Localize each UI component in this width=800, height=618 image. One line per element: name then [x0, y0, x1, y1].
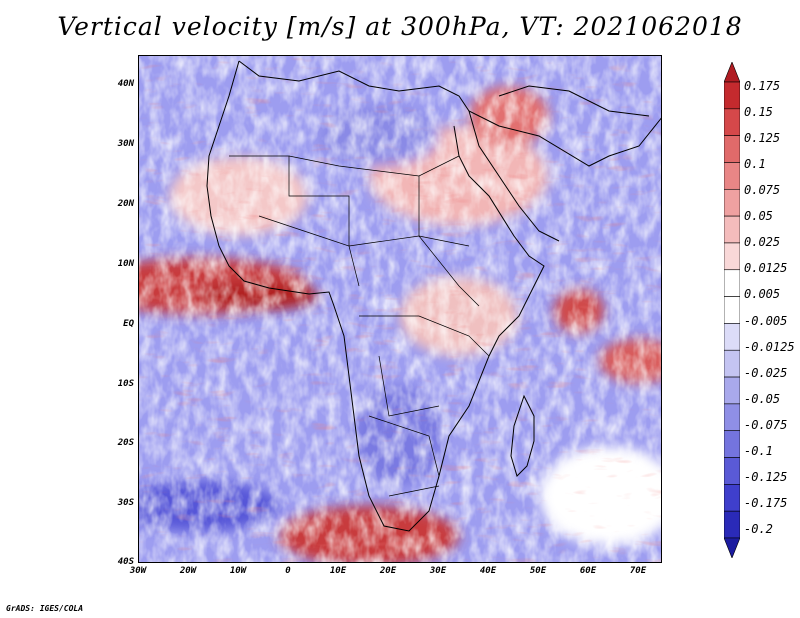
legend-label: 0.1 — [744, 157, 766, 171]
map-canvas — [139, 56, 661, 562]
lon-label-70e: 70E — [629, 566, 647, 576]
colorbar-swatch — [724, 349, 740, 378]
colorbar-swatch — [724, 537, 740, 558]
colorbar — [724, 62, 740, 558]
colorbar-swatch — [724, 242, 740, 271]
lon-label-30w: 30W — [129, 566, 147, 576]
colorbar-swatch — [724, 296, 740, 324]
lon-label-0: 0 — [285, 566, 291, 576]
legend-label: 0.175 — [744, 79, 781, 93]
lon-label-40e: 40E — [479, 566, 497, 576]
lat-label-40n: 40N — [117, 79, 134, 89]
colorbar-swatch — [724, 430, 740, 458]
lat-label-10s: 10S — [117, 379, 134, 389]
lat-label-40s: 40S — [117, 557, 134, 567]
lon-label-20e: 20E — [379, 566, 397, 576]
colorbar-swatch — [724, 135, 740, 163]
legend-label: 0.125 — [744, 131, 781, 145]
map-plot — [138, 55, 662, 563]
legend-label: 0.0125 — [744, 261, 788, 275]
legend-label: -0.025 — [744, 366, 788, 380]
legend-label: 0.05 — [744, 209, 773, 223]
colorbar-swatch — [724, 323, 740, 351]
colorbar-swatch — [724, 269, 740, 297]
legend-label: 0.075 — [744, 183, 781, 197]
credit-text: GrADS: IGES/COLA — [6, 604, 84, 613]
colorbar-swatch — [724, 457, 740, 485]
legend-label: -0.175 — [744, 496, 788, 510]
colorbar-swatch — [724, 62, 740, 83]
colorbar-swatch — [724, 403, 740, 432]
legend-label: -0.2 — [744, 522, 773, 536]
colorbar-swatch — [724, 376, 740, 405]
legend-label: 0.15 — [744, 105, 773, 119]
lat-label-20s: 20S — [117, 438, 134, 448]
lon-label-30e: 30E — [429, 566, 447, 576]
colorbar-swatch — [724, 188, 740, 217]
chart-title: Vertical velocity [m/s] at 300hPa, VT: 2… — [57, 12, 743, 41]
coastlines — [206, 60, 661, 532]
lon-label-60e: 60E — [579, 566, 597, 576]
legend-label: -0.075 — [744, 418, 788, 432]
colorbar-swatch — [724, 162, 740, 190]
legend-label: -0.1 — [744, 444, 773, 458]
legend-label: -0.05 — [744, 392, 781, 406]
lat-label-10n: 10N — [117, 259, 134, 269]
colorbar-swatch — [724, 108, 740, 136]
lon-label-10w: 10W — [229, 566, 247, 576]
legend-label: -0.125 — [744, 470, 788, 484]
lat-label-eq: EQ — [123, 319, 134, 329]
colorbar-swatch — [724, 484, 740, 512]
borders — [229, 155, 490, 497]
legend-label: 0.025 — [744, 235, 781, 249]
lat-label-30s: 30S — [117, 498, 134, 508]
lon-label-10e: 10E — [329, 566, 347, 576]
colorbar-swatch — [724, 81, 740, 110]
lon-label-20w: 20W — [179, 566, 197, 576]
colorbar-swatch — [724, 510, 740, 539]
lon-label-50e: 50E — [529, 566, 547, 576]
legend-label: -0.005 — [744, 314, 788, 328]
legend-label: 0.005 — [744, 287, 781, 301]
colorbar-swatch — [724, 215, 740, 244]
lat-label-20n: 20N — [117, 199, 134, 209]
legend-label: -0.0125 — [744, 340, 795, 354]
lat-label-30n: 30N — [117, 139, 134, 149]
